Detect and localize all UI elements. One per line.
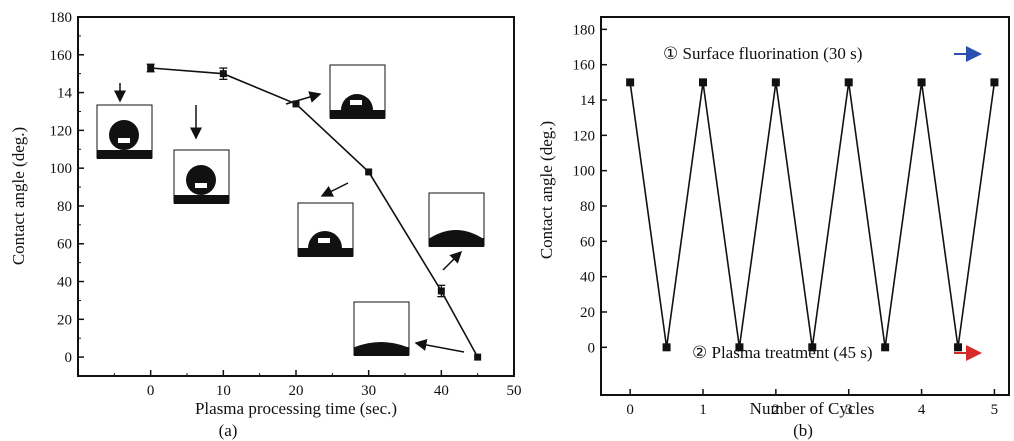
series-line: [150, 67, 479, 358]
x-tick-label: 4: [918, 402, 926, 418]
panel-b-label: (b): [793, 421, 813, 440]
panel-b: 0 20 40 60 80 100 120 14 160 180 0 1 2 3 4 5 ① Surface …: [537, 16, 1010, 440]
panel-a-series: [146, 63, 482, 361]
y-tick-label: 40: [57, 275, 72, 291]
y-tick-label: 0: [588, 340, 596, 356]
panel-b-x-axis-title: Number of Cycles: [750, 399, 875, 418]
droplet-inset-45s: [353, 301, 410, 356]
panel-b-ticks: 0 20 40 60 80 100 120 14 160 180 0 1 2 3 4 5: [573, 22, 999, 418]
panel-a: 0 20 40 60 80 100 120 14 160 180 0 10 20 30 40 50: [9, 10, 522, 440]
panel-a-label: (a): [219, 421, 238, 440]
y-tick-label: 0: [65, 350, 73, 366]
data-point: [735, 343, 744, 352]
x-tick-label: 40: [434, 383, 449, 399]
data-point: [437, 287, 445, 295]
data-point: [365, 168, 373, 176]
x-tick-label: 0: [147, 383, 155, 399]
y-tick-label: 100: [573, 164, 596, 180]
data-point: [808, 343, 817, 352]
y-tick-label: 100: [50, 161, 73, 177]
y-tick-label: 60: [57, 237, 72, 253]
data-point: [917, 78, 926, 87]
x-tick-label: 50: [507, 383, 522, 399]
x-tick-label: 10: [216, 383, 231, 399]
pointer-arrow-20s: [285, 91, 322, 105]
data-point: [844, 78, 853, 87]
x-tick-label: 20: [289, 383, 304, 399]
y-tick-label: 40: [580, 270, 595, 286]
panel-a-ticks: 0 20 40 60 80 100 120 14 160 180 0 10 20 30 40 50: [50, 10, 522, 399]
panel-b-series: [626, 78, 999, 352]
droplet-inset-40s: [428, 192, 485, 247]
data-point: [771, 78, 780, 87]
data-point: [219, 70, 227, 78]
y-tick-label: 80: [580, 199, 595, 215]
y-tick-label: 120: [50, 123, 73, 139]
droplet-inset-10s: [173, 149, 230, 204]
annotation-surface-fluorination: ① Surface fluorination (30 s): [663, 44, 862, 63]
x-tick-label: 2: [772, 402, 780, 418]
y-tick-label: 20: [57, 312, 72, 328]
panel-b-frame: [600, 16, 1010, 396]
y-tick-label: 160: [50, 48, 73, 64]
y-tick-label: 160: [573, 58, 596, 74]
y-tick-label: 60: [580, 234, 595, 250]
data-point: [990, 78, 999, 87]
pointer-arrow-45s: [414, 339, 465, 353]
y-tick-label: 20: [580, 305, 595, 321]
x-tick-label: 3: [845, 402, 853, 418]
y-tick-label: 180: [573, 22, 596, 38]
data-point: [474, 353, 482, 361]
data-point: [881, 343, 890, 352]
data-point: [662, 343, 671, 352]
annotation-plasma-treatment: ② Plasma treatment (45 s): [692, 343, 872, 362]
series-line: [629, 82, 996, 348]
data-point: [147, 64, 155, 72]
panel-a-x-axis-title: Plasma processing time (sec.): [195, 399, 397, 418]
data-point: [954, 343, 962, 352]
droplet-inset-0s: [96, 104, 153, 159]
y-tick-label: 180: [50, 10, 73, 26]
x-tick-label: 1: [699, 402, 707, 418]
pointer-arrow-40s: [442, 250, 463, 271]
droplet-inset-30s: [297, 202, 354, 257]
data-point: [626, 78, 635, 87]
y-tick-label: 120: [573, 128, 596, 144]
panel-b-y-axis-title: Contact angle (deg.): [537, 121, 556, 259]
pointer-arrow-30s: [320, 182, 349, 197]
y-tick-label: 14: [580, 93, 596, 109]
y-tick-label: 80: [57, 199, 72, 215]
panel-a-y-axis-title: Contact angle (deg.): [9, 127, 28, 265]
data-point: [699, 78, 707, 87]
x-tick-label: 5: [991, 402, 999, 418]
data-point: [292, 100, 300, 108]
x-tick-label: 0: [626, 402, 634, 418]
y-tick-label: 14: [57, 86, 73, 102]
droplet-inset-20s: [329, 64, 386, 119]
x-tick-label: 30: [361, 383, 376, 399]
